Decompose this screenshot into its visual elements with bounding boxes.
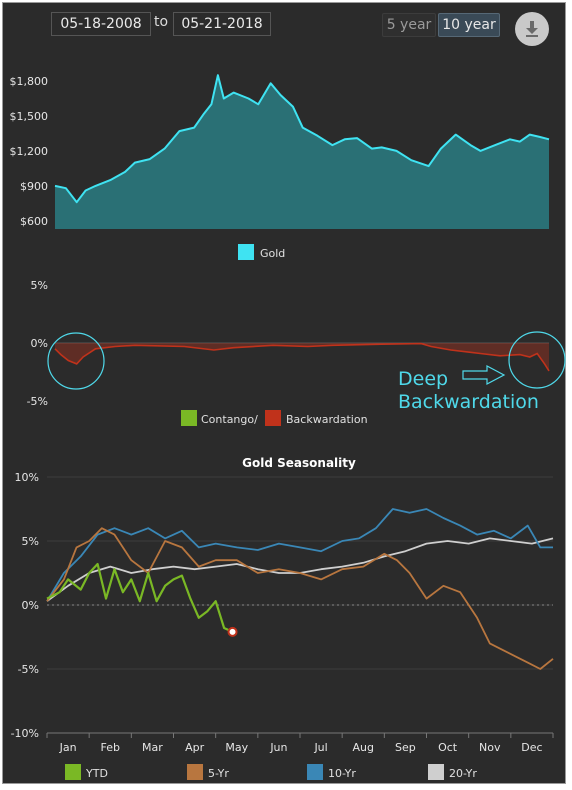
ten-yr-legend-swatch [307,764,323,780]
range-10-year-button[interactable]: 10 year [438,13,500,37]
download-button[interactable] [515,12,549,46]
season-x-tick-label: Oct [438,741,458,754]
ytd-series-line [46,562,233,633]
season-x-tick-label: Apr [185,741,205,754]
deep-backwardation-annotation: Deep Backwardation [47,331,566,413]
contango-legend-label: Contango/ [201,413,258,426]
twenty-yr-legend-swatch [428,764,444,780]
curve-y-tick-label: 0% [31,337,48,350]
curve-y-tick-label: -5% [27,395,48,408]
ten-yr-legend-label: 10-Yr [328,767,356,780]
seasonality-legend[interactable]: YTD 5-Yr 10-Yr 20-Yr [65,764,477,780]
twenty-yr-legend-label: 20-Yr [449,767,477,780]
season-x-tick-label: Jan [59,741,77,754]
season-y-tick-label: -5% [18,663,39,676]
start-date-input[interactable]: 05-18-2008 [51,12,151,36]
gold-y-tick-label: $1,500 [10,110,49,123]
season-y-tick-label: 0% [22,599,39,612]
season-x-tick-label: Aug [353,741,374,754]
season-x-tick-label: May [225,741,248,754]
ytd-latest-marker [227,626,238,637]
seasonality-title: Gold Seasonality [242,456,356,470]
ten-yr-series-line [46,508,553,602]
contango-legend-swatch [181,410,197,426]
date-range-separator: to [154,14,169,30]
season-x-tick-label: Jun [269,741,287,754]
season-x-tick-label: Jul [313,741,327,754]
backwardation-legend-label: Backwardation [286,413,368,426]
gold-legend[interactable]: Gold [238,244,285,260]
range-5-year-button[interactable]: 5 year [382,13,436,37]
gold-y-tick-label: $600 [20,215,48,228]
curve-legend[interactable]: Contango/ Backwardation [181,410,368,426]
backwardation-legend-swatch [265,410,281,426]
gold-y-tick-label: $1,800 [10,75,49,88]
annotation-line-1: Deep [398,368,448,390]
five-yr-legend-label: 5-Yr [208,767,229,780]
left-highlight-circle [47,332,105,390]
ytd-legend-swatch [65,764,81,780]
gold-legend-label: Gold [260,247,285,260]
season-x-tick-label: Mar [142,741,163,754]
five-yr-legend-swatch [187,764,203,780]
curve-y-tick-label: 5% [31,279,48,292]
gold-legend-swatch [238,244,254,260]
season-x-tick-label: Sep [395,741,416,754]
backwardation-area-fill [55,343,549,371]
gold-y-tick-label: $900 [20,180,48,193]
widget-panel: 05-18-2008 to 05-21-2018 5 year 10 year … [2,2,566,784]
five-yr-series-line [46,527,554,670]
season-y-tick-label: 10% [15,471,39,484]
season-x-tick-label: Nov [479,741,501,754]
annotation-line-2: Backwardation [398,391,539,413]
gold-area-fill [55,75,549,229]
charts-canvas: $1,800$1,500$1,200$900$600 Gold 5%0%-5% … [10,74,566,780]
end-date-input[interactable]: 05-21-2018 [173,12,271,36]
gold-series-line [54,74,550,204]
backwardation-series-line [54,342,550,372]
seasonality-chart: 10% 5% 0% -5% -10% Jan Feb Mar Apr May Jun Jul Aug Se… [11,471,554,754]
annotation-arrow-icon [462,365,506,385]
season-y-tick-label: 5% [22,535,39,548]
gold-y-tick-label: $1,200 [10,145,49,158]
ytd-legend-label: YTD [85,767,108,780]
download-arrow-icon [526,21,538,37]
contango-backwardation-chart: 5% 0% -5% [27,279,550,408]
right-highlight-circle [508,331,566,389]
season-y-tick-label: -10% [11,727,39,740]
season-x-tick-label: Feb [101,741,120,754]
gold-price-chart: $1,800 $1,500 $1,200 $900 $600 [10,74,550,229]
season-x-tick-label: Dec [521,741,542,754]
